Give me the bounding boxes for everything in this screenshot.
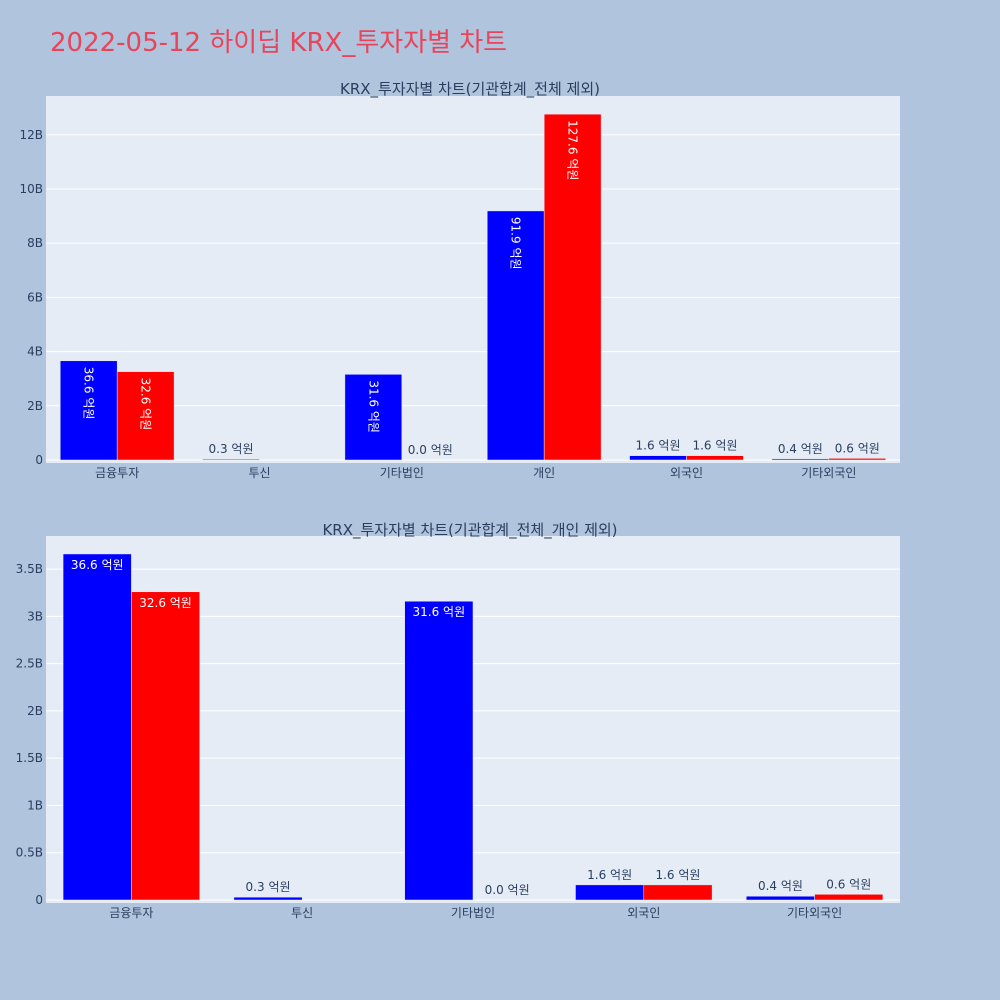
data-label: 0.4 억원 bbox=[778, 442, 823, 456]
x-tick-label: 금융투자 bbox=[109, 906, 153, 920]
plot-area bbox=[46, 96, 900, 463]
data-label: 0.0 억원 bbox=[408, 443, 453, 457]
x-tick-label: 개인 bbox=[533, 466, 555, 480]
data-label: 36.6 억원 bbox=[82, 367, 96, 420]
chart-title: KRX_투자자별 차트(기관합계_전체_개인 제외) bbox=[322, 521, 617, 540]
x-tick-label: 기타법인 bbox=[451, 906, 495, 920]
data-label: 0.6 억원 bbox=[835, 441, 880, 455]
bar bbox=[746, 895, 815, 901]
y-tick-label: 0.5B bbox=[16, 846, 43, 860]
data-label: 31.6 억원 bbox=[366, 380, 380, 433]
y-tick-label: 12B bbox=[19, 128, 43, 142]
bar bbox=[404, 600, 474, 901]
data-label: 32.6 억원 bbox=[139, 378, 153, 431]
data-label: 1.6 억원 bbox=[692, 439, 737, 453]
bar bbox=[686, 455, 744, 461]
data-label: 36.6 억원 bbox=[71, 558, 124, 572]
data-label: 127.6 억원 bbox=[566, 120, 580, 180]
x-tick-label: 외국인 bbox=[627, 906, 660, 920]
data-label: 31.6 억원 bbox=[413, 605, 466, 619]
y-tick-label: 8B bbox=[27, 236, 43, 250]
y-tick-label: 1.5B bbox=[16, 751, 43, 765]
data-label: 0.3 억원 bbox=[246, 880, 291, 894]
data-label: 0.3 억원 bbox=[209, 442, 254, 456]
page-title: 2022-05-12 하이딥 KRX_투자자별 차트 bbox=[50, 28, 508, 58]
x-tick-label: 외국인 bbox=[670, 466, 703, 480]
y-tick-label: 10B bbox=[19, 182, 43, 196]
bar bbox=[344, 374, 403, 461]
chart-excluding-institutions-and-individuals: 0 0.5B 1B 1.5B 2B 2.5B 3B 3.5B KRX_투자자별 차트(기관합계_… bbox=[16, 521, 900, 920]
x-tick-label: 기타외국인 bbox=[787, 906, 842, 920]
x-tick-label: 투신 bbox=[248, 466, 270, 480]
bar bbox=[814, 894, 884, 901]
y-tick-label: 2B bbox=[27, 704, 43, 718]
data-label: 1.6 억원 bbox=[636, 439, 681, 453]
bar bbox=[575, 884, 645, 901]
y-tick-label: 3.5B bbox=[16, 562, 43, 576]
data-label: 32.6 억원 bbox=[139, 596, 192, 610]
x-tick-label: 금융투자 bbox=[95, 466, 139, 480]
bar bbox=[486, 210, 545, 461]
bar bbox=[59, 360, 118, 461]
data-label: 0.0 억원 bbox=[485, 883, 530, 897]
bar bbox=[62, 553, 132, 901]
bar bbox=[629, 455, 687, 461]
x-tick-label: 기타외국인 bbox=[801, 466, 856, 480]
data-label: 1.6 억원 bbox=[587, 868, 632, 882]
bar bbox=[116, 371, 175, 461]
bar bbox=[643, 884, 713, 901]
y-tick-label: 4B bbox=[27, 345, 43, 359]
y-tick-label: 0 bbox=[35, 893, 43, 907]
bar bbox=[233, 896, 303, 901]
chart-excluding-institutions: 0 2B 4B 6B 8B 10B 12B KRX_투자자별 차트(기관합계_전체 제외) 금융… bbox=[19, 80, 900, 480]
bar bbox=[131, 591, 200, 901]
y-tick-label: 2.5B bbox=[16, 657, 43, 671]
y-tick-label: 6B bbox=[27, 290, 43, 304]
data-label: 91.9 억원 bbox=[509, 217, 523, 270]
bar bbox=[771, 458, 830, 461]
data-label: 0.4 억원 bbox=[758, 879, 803, 893]
bar bbox=[543, 113, 602, 461]
bar bbox=[202, 458, 260, 461]
x-tick-label: 투신 bbox=[291, 906, 313, 920]
data-label: 1.6 억원 bbox=[655, 868, 700, 882]
bar bbox=[828, 458, 887, 461]
y-tick-label: 0 bbox=[35, 453, 43, 467]
y-tick-label: 1B bbox=[27, 798, 43, 812]
data-label: 0.6 억원 bbox=[826, 877, 871, 891]
chart-title: KRX_투자자별 차트(기관합계_전체 제외) bbox=[340, 80, 600, 99]
y-tick-label: 2B bbox=[27, 399, 43, 413]
y-tick-label: 3B bbox=[27, 609, 43, 623]
x-tick-label: 기타법인 bbox=[380, 466, 424, 480]
